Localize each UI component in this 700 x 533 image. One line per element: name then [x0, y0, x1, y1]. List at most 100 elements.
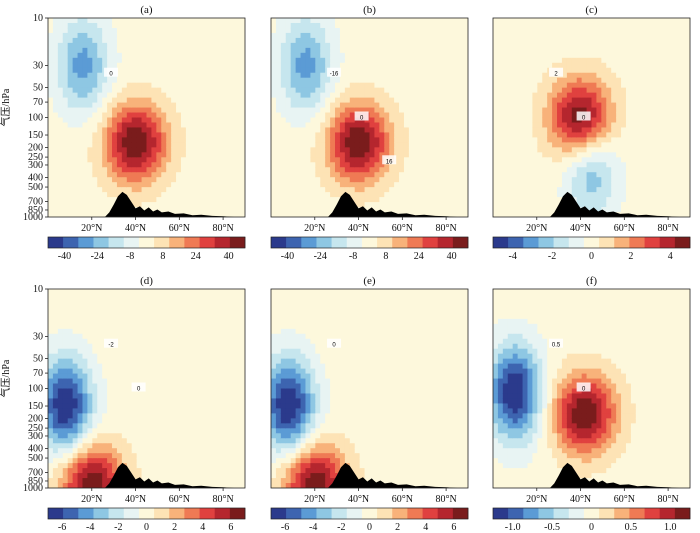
colorbar-tick-label: -24 [314, 251, 327, 262]
field-cell [645, 67, 652, 74]
field-cell [625, 27, 632, 34]
field-cell [280, 77, 287, 84]
field-cell [458, 152, 464, 158]
field-cell [325, 87, 331, 94]
field-cell [680, 172, 686, 178]
field-cell [335, 162, 341, 168]
field-cell [374, 27, 380, 34]
field-cell [295, 82, 302, 89]
field-cell [399, 162, 405, 168]
field-cell [215, 102, 221, 109]
field-cell [611, 122, 617, 129]
field-cell [200, 92, 207, 99]
field-cell [630, 42, 637, 49]
field-cell [394, 182, 400, 188]
field-cell [359, 127, 366, 134]
field-cell [566, 147, 573, 153]
field-cell [161, 107, 167, 114]
field-cell [275, 187, 282, 193]
field-cell [463, 207, 468, 213]
field-cell [305, 172, 311, 178]
field-cell [660, 52, 666, 59]
field-cell [349, 52, 356, 59]
field-cell [136, 187, 143, 193]
field-cell [280, 22, 287, 29]
field-cell [335, 177, 341, 183]
field-cell [107, 177, 113, 183]
field-cell [310, 142, 316, 148]
field-cell [522, 192, 529, 198]
field-cell [399, 172, 405, 178]
field-cell [48, 42, 54, 49]
field-cell [547, 22, 553, 29]
field-cell [621, 142, 627, 148]
field-cell [97, 117, 103, 124]
field-cell [77, 32, 84, 39]
field-cell [418, 72, 425, 79]
field-cell [364, 27, 371, 34]
field-cell [225, 32, 231, 39]
field-cell [275, 107, 282, 114]
field-cell [220, 202, 226, 208]
field-cell [121, 132, 128, 138]
field-cell [527, 137, 533, 143]
field-cell [131, 22, 138, 29]
field-cell [176, 32, 182, 39]
field-cell [394, 52, 400, 59]
field-cell [235, 162, 241, 168]
field-cell [561, 67, 568, 74]
field-cell [413, 187, 420, 193]
field-cell [413, 207, 420, 213]
field-cell [171, 207, 177, 213]
field-cell [497, 67, 504, 74]
field-cell [190, 92, 197, 99]
field-cell [552, 207, 558, 213]
field-cell [82, 192, 88, 198]
field-cell [394, 18, 400, 24]
field-cell [220, 32, 226, 39]
field-cell [102, 177, 108, 183]
field-cell [685, 172, 690, 178]
field-cell [151, 18, 157, 24]
field-cell [645, 27, 652, 34]
colorbar-swatch [154, 237, 170, 248]
field-cell [561, 112, 568, 119]
field-cell [408, 142, 415, 148]
field-cell [423, 112, 430, 119]
field-cell [552, 77, 558, 84]
field-cell [665, 192, 671, 198]
field-cell [463, 132, 468, 138]
field-cell [185, 57, 192, 64]
field-cell [310, 67, 316, 74]
field-cell [57, 37, 64, 44]
field-cell [151, 42, 157, 49]
field-cell [645, 112, 652, 119]
field-cell [364, 207, 371, 213]
field-cell [374, 137, 380, 143]
field-cell [300, 32, 307, 39]
field-cell [72, 187, 79, 193]
field-cell [384, 102, 390, 109]
field-cell [300, 177, 307, 183]
field-cell [176, 137, 182, 143]
field-cell [240, 22, 245, 29]
field-cell [151, 182, 157, 188]
field-cell [512, 82, 519, 89]
field-cell [102, 152, 108, 158]
field-cell [635, 157, 642, 163]
field-cell [171, 42, 177, 49]
field-cell [399, 127, 405, 134]
field-cell [92, 52, 98, 59]
field-cell [315, 27, 321, 34]
field-cell [413, 212, 420, 217]
field-cell [561, 122, 568, 129]
field-cell [611, 142, 617, 148]
field-cell [635, 122, 642, 129]
field-cell [660, 92, 666, 99]
field-cell [220, 82, 226, 89]
field-cell [408, 72, 415, 79]
field-cell [374, 52, 380, 59]
field-cell [680, 42, 686, 49]
field-cell [497, 97, 504, 104]
